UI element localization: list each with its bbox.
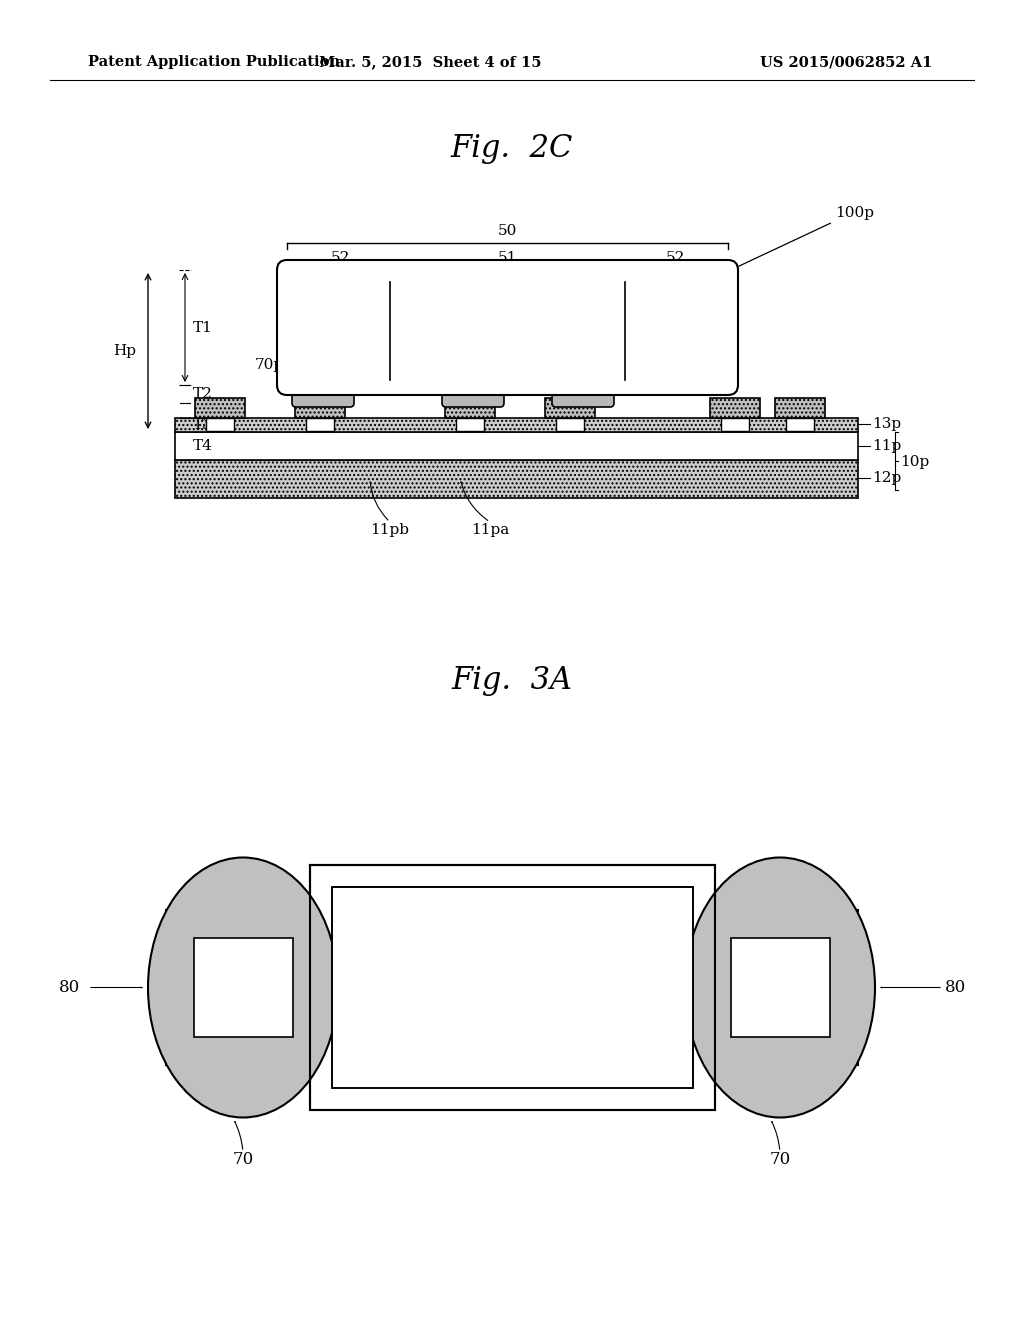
Bar bbox=[702, 909, 857, 1065]
Text: 52: 52 bbox=[331, 251, 349, 265]
Text: 11p: 11p bbox=[872, 440, 901, 453]
Text: 80: 80 bbox=[945, 979, 967, 997]
Text: Patent Application Publication: Patent Application Publication bbox=[88, 55, 340, 69]
Bar bbox=[195, 399, 245, 418]
FancyBboxPatch shape bbox=[442, 381, 504, 407]
Bar bbox=[445, 399, 495, 418]
Text: 70: 70 bbox=[769, 1151, 791, 1168]
Text: 80: 80 bbox=[58, 979, 80, 997]
Text: Fig.  3A: Fig. 3A bbox=[452, 664, 572, 696]
Text: 13p: 13p bbox=[872, 417, 901, 432]
FancyBboxPatch shape bbox=[292, 381, 354, 407]
Bar bbox=[721, 418, 749, 432]
Bar bbox=[710, 399, 760, 418]
Text: 50: 50 bbox=[498, 224, 517, 238]
Text: US 2015/0062852 A1: US 2015/0062852 A1 bbox=[760, 55, 933, 69]
Text: ~52: ~52 bbox=[362, 981, 394, 994]
Text: 52: 52 bbox=[666, 251, 685, 265]
Text: 11pb: 11pb bbox=[371, 523, 410, 537]
Bar bbox=[206, 418, 234, 432]
Bar bbox=[310, 865, 715, 1110]
Bar bbox=[545, 399, 595, 418]
Bar bbox=[166, 909, 321, 1065]
Bar bbox=[456, 418, 484, 432]
Text: 70p: 70p bbox=[255, 358, 284, 372]
FancyBboxPatch shape bbox=[552, 381, 614, 407]
FancyArrowPatch shape bbox=[772, 1122, 779, 1150]
Text: T2: T2 bbox=[193, 387, 213, 401]
Bar bbox=[175, 418, 858, 432]
Text: 100p: 100p bbox=[835, 206, 874, 220]
Text: T3: T3 bbox=[193, 418, 213, 432]
Ellipse shape bbox=[148, 858, 338, 1118]
Bar bbox=[332, 887, 693, 1088]
Bar bbox=[730, 939, 829, 1038]
FancyBboxPatch shape bbox=[278, 260, 738, 395]
Text: T4: T4 bbox=[193, 440, 213, 453]
Text: 52~: 52~ bbox=[631, 981, 663, 994]
Bar bbox=[310, 865, 715, 1110]
Text: T1: T1 bbox=[193, 321, 213, 334]
FancyArrowPatch shape bbox=[370, 482, 388, 520]
Text: 12p: 12p bbox=[872, 471, 901, 484]
Bar bbox=[332, 887, 693, 1088]
Text: 50: 50 bbox=[503, 981, 521, 994]
FancyArrowPatch shape bbox=[234, 1122, 243, 1150]
Ellipse shape bbox=[685, 858, 874, 1118]
Text: Fig.  2C: Fig. 2C bbox=[451, 132, 573, 164]
Text: 10p: 10p bbox=[900, 455, 929, 469]
Bar bbox=[786, 418, 814, 432]
Bar bbox=[175, 459, 858, 498]
Bar bbox=[194, 939, 293, 1038]
Bar bbox=[775, 399, 825, 418]
Bar bbox=[175, 432, 858, 459]
Bar bbox=[306, 418, 334, 432]
Text: Mar. 5, 2015  Sheet 4 of 15: Mar. 5, 2015 Sheet 4 of 15 bbox=[318, 55, 542, 69]
Text: Hp: Hp bbox=[113, 345, 136, 358]
Bar bbox=[556, 418, 584, 432]
Bar bbox=[295, 399, 345, 418]
Text: 80p: 80p bbox=[620, 351, 649, 366]
Text: 11pa: 11pa bbox=[471, 523, 509, 537]
FancyArrowPatch shape bbox=[461, 482, 487, 520]
Text: 51: 51 bbox=[498, 251, 517, 265]
Text: 70: 70 bbox=[232, 1151, 254, 1168]
